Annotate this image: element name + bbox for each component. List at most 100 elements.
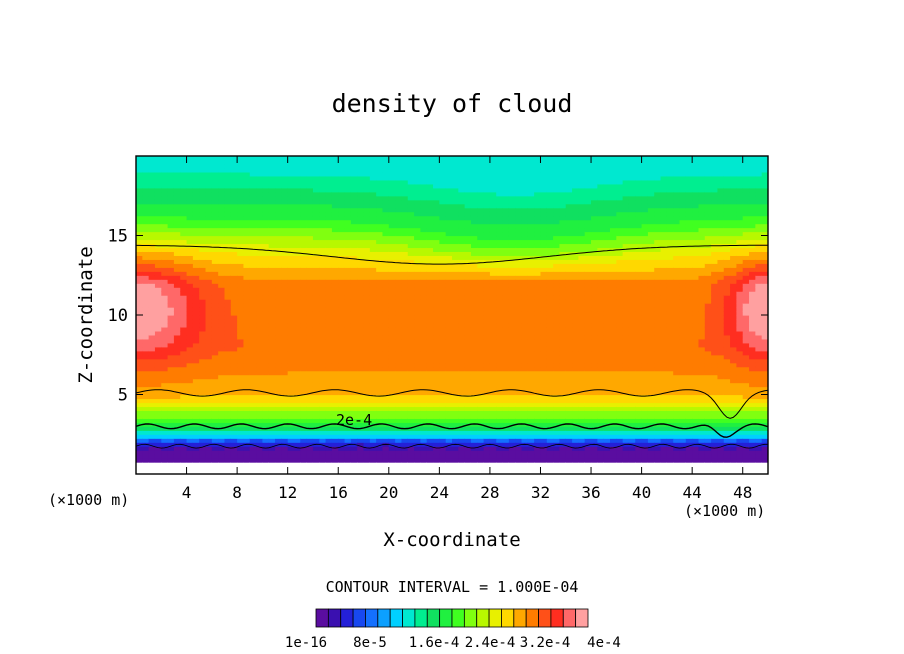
field-cell [376, 275, 384, 280]
field-cell [426, 191, 434, 197]
field-cell [439, 382, 447, 388]
field-cell [180, 358, 188, 364]
field-cell [319, 426, 327, 431]
field-cell [426, 183, 434, 189]
field-cell [395, 291, 403, 296]
field-cell [306, 442, 314, 447]
field-cell [281, 330, 289, 336]
field-cell [256, 167, 263, 173]
field-cell [249, 191, 257, 197]
field-cell [331, 354, 339, 360]
field-cell [420, 330, 428, 336]
field-cell [363, 287, 371, 292]
field-cell [192, 398, 200, 404]
field-cell [325, 171, 333, 177]
field-cell [477, 227, 485, 233]
field-cell [199, 239, 207, 245]
field-cell [376, 366, 384, 372]
field-cell [338, 434, 346, 439]
field-cell [186, 446, 194, 451]
field-cell [256, 311, 263, 316]
field-cell [161, 231, 169, 237]
field-cell [401, 295, 409, 300]
field-cell [483, 287, 491, 292]
field-cell [464, 203, 472, 209]
field-cell [508, 215, 516, 221]
field-cell [199, 279, 207, 284]
field-cell [496, 330, 504, 336]
field-cell [312, 354, 320, 360]
field-cell [306, 259, 314, 264]
field-cell [154, 370, 162, 376]
field-cell [218, 418, 226, 423]
field-cell [287, 227, 295, 233]
field-cell [470, 315, 478, 320]
field-cell [281, 382, 289, 388]
field-cell [464, 378, 472, 384]
field-cell [388, 366, 396, 372]
field-cell [382, 195, 390, 201]
field-cell [262, 346, 270, 352]
field-cell [470, 247, 478, 252]
field-cell [237, 414, 245, 419]
field-cell [401, 167, 409, 173]
field-cell [420, 303, 428, 308]
field-cell [325, 187, 333, 193]
field-cell [401, 382, 409, 388]
field-cell [414, 394, 421, 400]
field-cell [205, 438, 213, 443]
field-cell [395, 406, 403, 412]
field-cell [287, 247, 295, 252]
field-cell [186, 183, 194, 189]
field-cell [357, 406, 365, 412]
field-cell [426, 175, 434, 181]
field-cell [281, 438, 289, 443]
field-cell [363, 362, 371, 368]
field-cell [445, 362, 453, 368]
field-cell [224, 330, 232, 336]
field-cell [414, 183, 421, 189]
field-cell [496, 271, 504, 276]
field-cell [458, 342, 466, 348]
field-cell [439, 315, 447, 320]
field-cell [401, 394, 409, 400]
field-cell [521, 287, 529, 292]
field-cell [136, 382, 143, 388]
field-cell [470, 223, 478, 229]
field-cell [192, 330, 200, 336]
field-cell [496, 247, 504, 252]
field-cell [300, 430, 308, 435]
field-cell [452, 334, 459, 340]
field-cell [407, 211, 415, 217]
field-cell [407, 271, 415, 276]
field-cell [142, 402, 150, 408]
field-cell [489, 446, 497, 451]
field-cell [420, 454, 428, 459]
field-cell [180, 406, 188, 412]
field-cell [401, 318, 409, 324]
field-cell [224, 307, 232, 312]
field-cell [249, 390, 257, 396]
field-cell [331, 267, 339, 272]
field-cell [199, 207, 207, 213]
field-cell [433, 370, 440, 376]
field-cell [136, 430, 143, 435]
field-cell [199, 295, 207, 300]
field-cell [407, 247, 415, 252]
field-cell [224, 414, 232, 419]
field-cell [186, 255, 194, 260]
field-cell [496, 446, 504, 451]
field-cell [319, 402, 327, 408]
field-cell [136, 295, 143, 300]
field-cell [262, 362, 270, 368]
field-cell [489, 422, 497, 427]
field-cell [376, 390, 384, 396]
field-cell [154, 382, 162, 388]
field-cell [439, 259, 447, 264]
field-cell [230, 279, 238, 284]
field-cell [464, 330, 472, 336]
field-cell [275, 243, 282, 249]
field-cell [464, 402, 472, 408]
field-cell [521, 434, 529, 439]
field-cell [256, 466, 263, 471]
